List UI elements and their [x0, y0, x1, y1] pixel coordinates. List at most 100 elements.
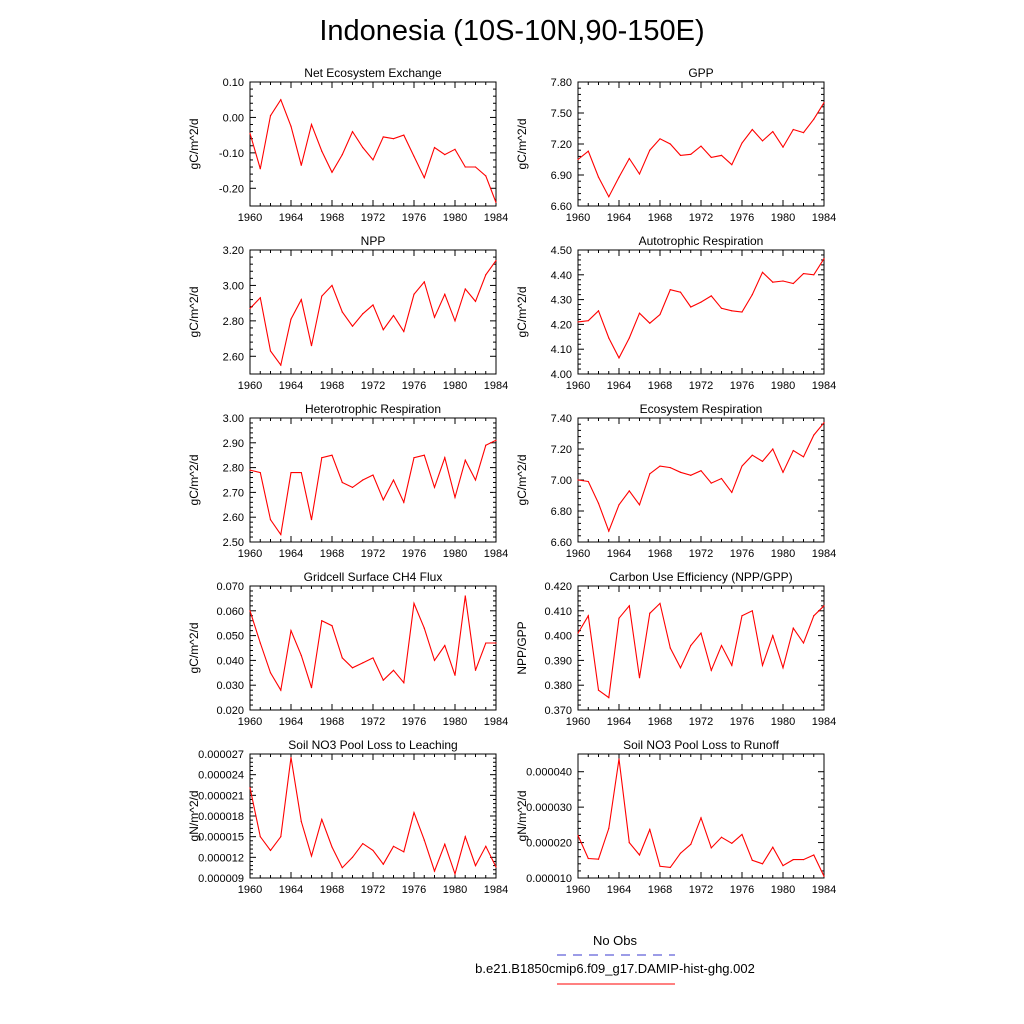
data-point: [433, 316, 436, 318]
data-point: [649, 828, 651, 831]
x-tick-label: 1976: [730, 884, 754, 896]
data-point: [485, 175, 487, 177]
data-point: [577, 158, 579, 161]
data-point: [290, 756, 292, 759]
y-axis-label: gC/m^2/d: [187, 623, 201, 674]
data-point: [802, 272, 805, 275]
data-point: [259, 836, 261, 838]
data-point: [782, 280, 784, 282]
data-point: [259, 642, 261, 644]
x-tick-label: 1984: [812, 716, 836, 728]
data-point: [731, 491, 733, 493]
data-point: [751, 454, 753, 456]
x-tick-label: 1960: [566, 212, 590, 224]
data-point: [249, 610, 251, 612]
x-tick-label: 1984: [484, 212, 508, 224]
data-point: [669, 143, 671, 145]
data-point: [259, 297, 261, 299]
y-tick-label: 2.70: [223, 487, 244, 499]
y-tick-label: 0.000012: [198, 852, 244, 864]
data-point: [444, 154, 446, 156]
x-tick-label: 1972: [689, 548, 713, 560]
data-point: [495, 642, 497, 644]
data-point: [741, 311, 743, 313]
y-tick-label: 0.400: [544, 631, 572, 643]
data-point: [772, 448, 774, 450]
data-point: [731, 164, 733, 166]
data-point: [444, 293, 446, 295]
data-point: [761, 140, 764, 142]
x-tick-label: 1968: [648, 548, 672, 560]
y-tick-label: 0.410: [544, 606, 572, 618]
data-point: [792, 858, 794, 861]
data-point: [618, 357, 620, 359]
data-point: [464, 166, 466, 168]
data-point: [280, 364, 282, 366]
x-tick-label: 1984: [484, 380, 508, 392]
data-point: [628, 841, 630, 844]
data-point: [310, 345, 313, 347]
data-point: [280, 836, 282, 838]
x-tick-label: 1964: [279, 548, 303, 560]
x-tick-label: 1976: [402, 212, 426, 224]
data-point: [638, 504, 641, 506]
x-tick-label: 1980: [443, 380, 467, 392]
x-tick-label: 1984: [484, 548, 508, 560]
data-point: [382, 136, 384, 138]
data-point: [249, 307, 251, 310]
data-point: [485, 642, 487, 644]
data-point: [628, 337, 630, 339]
data-point: [382, 499, 384, 501]
x-tick-label: 1972: [689, 380, 713, 392]
data-point: [638, 312, 641, 314]
data-point: [321, 295, 323, 297]
panel-title: Soil NO3 Pool Loss to Leaching: [288, 738, 457, 752]
data-point: [761, 863, 764, 865]
data-point: [577, 834, 579, 837]
x-tick-label: 1984: [484, 884, 508, 896]
x-tick-label: 1968: [320, 548, 344, 560]
data-point: [413, 155, 415, 157]
data-point: [669, 289, 671, 291]
x-tick-label: 1976: [730, 212, 754, 224]
data-point: [321, 620, 323, 622]
x-tick-label: 1984: [812, 548, 836, 560]
data-point: [331, 454, 333, 456]
y-tick-label: 4.40: [551, 270, 572, 282]
legend-label-model: b.e21.B1850cmip6.f09_g17.DAMIP-hist-ghg.…: [475, 961, 755, 976]
x-tick-label: 1960: [238, 548, 262, 560]
panel-title: Gridcell Surface CH4 Flux: [304, 570, 443, 584]
data-point: [495, 260, 497, 262]
y-tick-label: 7.20: [551, 444, 572, 456]
data-point: [679, 471, 682, 473]
data-point: [310, 123, 313, 126]
data-point: [269, 350, 272, 352]
y-tick-label: -0.20: [219, 183, 244, 195]
panel-title: Soil NO3 Pool Loss to Runoff: [623, 738, 780, 752]
data-point: [321, 457, 323, 459]
data-point: [454, 148, 456, 150]
y-tick-label: 0.050: [216, 631, 244, 643]
y-tick-label: 0.10: [223, 77, 244, 89]
y-tick-label: 0.380: [544, 680, 572, 692]
chart-panel-6: Gridcell Surface CH4 Flux gC/m^2/d 1960 196…: [187, 570, 508, 728]
data-point: [802, 858, 805, 861]
x-tick-label: 1980: [771, 548, 795, 560]
data-point: [249, 469, 251, 471]
data-point: [433, 146, 436, 149]
x-tick-label: 1964: [279, 212, 303, 224]
data-point: [331, 846, 333, 848]
data-point: [751, 610, 753, 612]
data-point: [649, 473, 651, 475]
data-point: [577, 632, 579, 634]
data-point: [782, 865, 784, 867]
y-tick-label: 0.000010: [526, 873, 572, 885]
data-point: [608, 530, 610, 532]
data-point: [597, 310, 600, 312]
y-tick-label: 4.50: [551, 245, 572, 257]
data-point: [392, 479, 395, 481]
data-point: [351, 131, 354, 133]
data-point: [597, 502, 600, 504]
x-tick-label: 1980: [443, 212, 467, 224]
data-point: [823, 605, 825, 607]
